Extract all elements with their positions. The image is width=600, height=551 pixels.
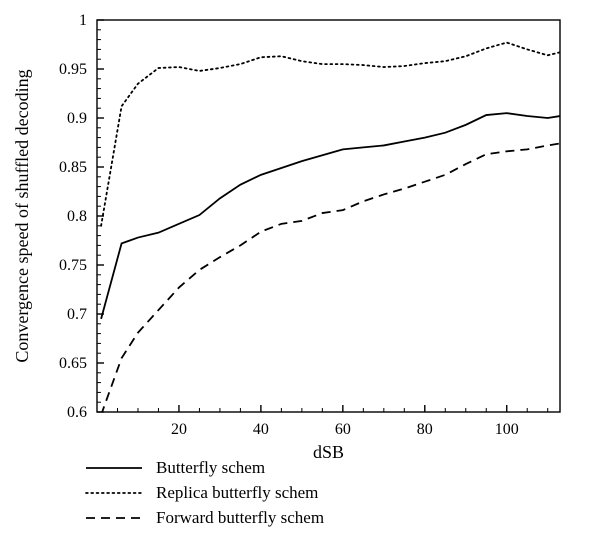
plot-frame [97,20,560,412]
y-tick-label: 0.7 [67,306,87,323]
x-tick-label: 80 [417,421,433,438]
y-tick-label: 1 [79,12,87,29]
series-line-1 [101,43,560,226]
y-tick-label: 0.6 [67,404,87,421]
series-line-0 [101,113,560,319]
y-tick-label: 0.9 [67,110,87,127]
x-tick-label: 40 [253,421,269,438]
x-tick-label: 20 [171,421,187,438]
y-axis-label: Convergence speed of shuffled decoding [12,69,32,362]
legend-label-0: Butterfly schem [156,458,265,477]
series-line-2 [101,143,560,414]
y-tick-label: 0.8 [67,208,87,225]
chart-svg: 20 40 60 80 100 0.6 0.65 0.7 0.75 0.8 0.85 0.9 0.95 1… [0,0,600,551]
y-tick-label: 0.65 [59,355,87,372]
x-tick-label: 100 [495,421,519,438]
x-axis-label: dSB [313,442,344,462]
y-tick-label: 0.95 [59,61,87,78]
x-tick-label: 60 [335,421,351,438]
legend-label-2: Forward butterfly schem [156,508,324,527]
legend-label-1: Replica butterfly schem [156,483,318,502]
y-tick-label: 0.85 [59,159,87,176]
chart-figure: 20 40 60 80 100 0.6 0.65 0.7 0.75 0.8 0.85 0.9 0.95 1… [0,0,600,551]
y-tick-label: 0.75 [59,257,87,274]
